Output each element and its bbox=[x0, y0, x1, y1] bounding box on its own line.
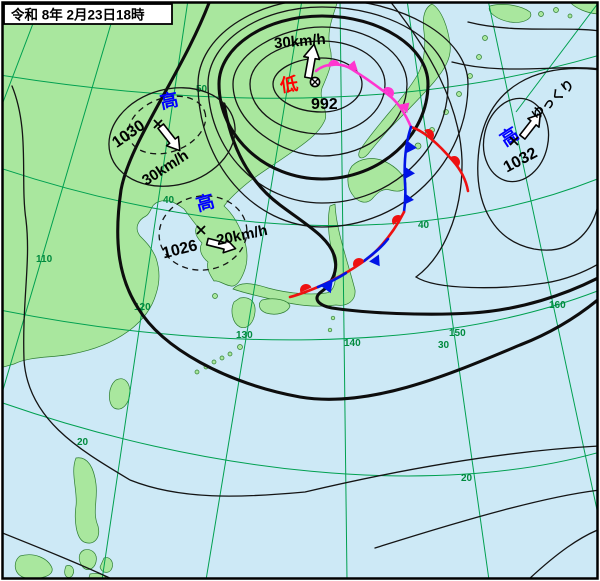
title-box: 令和 8年 2月23日18時 bbox=[3, 3, 173, 25]
meridian-160e bbox=[488, 3, 597, 513]
meridian-110e bbox=[3, 3, 118, 392]
meridian-150e bbox=[406, 3, 490, 578]
high-east-center-icon bbox=[509, 136, 519, 146]
lat-label-20w: 20 bbox=[77, 437, 89, 448]
stationary-front-symbols bbox=[300, 215, 403, 294]
meridian-130e bbox=[205, 3, 303, 578]
isobar-ring4-thick bbox=[217, 14, 430, 181]
hokkaido-island bbox=[347, 158, 407, 203]
low-pressure-value: 992 bbox=[311, 96, 338, 113]
high-nw-kanji: 高 bbox=[158, 88, 180, 112]
isobar-southwest bbox=[3, 532, 112, 578]
isobar-thick-hook bbox=[222, 102, 597, 316]
isobar-south-1 bbox=[374, 489, 597, 549]
isobar-thick-west bbox=[116, 3, 597, 401]
stationary-front-blue-seg2 bbox=[316, 271, 348, 289]
lat-label-50: 50 bbox=[196, 84, 208, 95]
lon-label-140: 140 bbox=[344, 338, 361, 349]
high-nw-outer-ring bbox=[108, 87, 236, 187]
luzon-island bbox=[73, 457, 100, 544]
isobar-ring5 bbox=[207, 6, 449, 204]
isobar-ring6 bbox=[197, 3, 469, 228]
isobar-south-2 bbox=[529, 529, 597, 578]
fronts bbox=[288, 60, 470, 299]
warm-front-line bbox=[409, 125, 470, 193]
small-islands bbox=[194, 293, 336, 375]
isobar-left-south bbox=[11, 85, 597, 497]
lon-label-110: 110 bbox=[36, 254, 53, 265]
low-center-icon bbox=[309, 76, 321, 88]
meridian-120e bbox=[101, 3, 189, 578]
cold-front-symbols bbox=[403, 141, 417, 205]
isobar-ring2 bbox=[249, 40, 386, 135]
stationary-front-blue-seg1 bbox=[362, 237, 390, 263]
cold-front-line bbox=[402, 125, 413, 214]
high-east-ring bbox=[482, 97, 550, 183]
lat-label-20e: 20 bbox=[461, 473, 473, 484]
lon-label-160: 160 bbox=[549, 300, 566, 311]
lon-label-150: 150 bbox=[449, 328, 466, 339]
asia-continent bbox=[3, 3, 338, 368]
lon-label-130: 130 bbox=[236, 330, 253, 341]
high-nw-motion-arrow bbox=[157, 123, 181, 152]
parallel-20n bbox=[3, 402, 597, 477]
isobar-east-field bbox=[390, 3, 597, 289]
isobar-topright-2 bbox=[451, 61, 597, 70]
high-nw-inner-ring bbox=[127, 95, 207, 155]
high-korea-ring bbox=[158, 195, 248, 271]
isobar-around-high-east bbox=[477, 67, 597, 251]
lat-label-40e: 40 bbox=[418, 220, 430, 231]
grid-labels: 50 40 40 30 20 20 110 120 130 140 150 16… bbox=[36, 84, 566, 484]
lat-label-40w: 40 bbox=[163, 195, 175, 206]
shikoku-island bbox=[259, 298, 291, 315]
lat-label-30: 30 bbox=[438, 340, 450, 351]
isobar-topright-1 bbox=[467, 21, 597, 32]
meridian-170e bbox=[515, 3, 597, 113]
low-system: 低 992 30km/h bbox=[273, 31, 337, 113]
kuril-islands bbox=[414, 3, 597, 150]
low-speed-label: 30km/h bbox=[273, 31, 326, 52]
isobar-ring1 bbox=[272, 57, 363, 113]
high-east-motion-arrow bbox=[518, 113, 542, 140]
low-kanji: 低 bbox=[278, 73, 300, 96]
high-korea-motion-arrow bbox=[205, 237, 237, 254]
chart-datetime-title: 令和 8年 2月23日18時 bbox=[10, 7, 145, 23]
warm-front-symbols bbox=[424, 129, 460, 167]
lon-label-120: 120 bbox=[134, 302, 151, 313]
high-korea-kanji: 高 bbox=[194, 190, 217, 215]
taiwan-island bbox=[109, 378, 131, 410]
parallel-30n bbox=[3, 290, 597, 341]
occluded-front-symbols bbox=[328, 60, 410, 114]
high-korea-center-icon bbox=[196, 225, 206, 235]
isobar-ring3 bbox=[232, 26, 408, 157]
parallel-50n bbox=[3, 55, 597, 99]
low-motion-arrow bbox=[303, 43, 321, 80]
